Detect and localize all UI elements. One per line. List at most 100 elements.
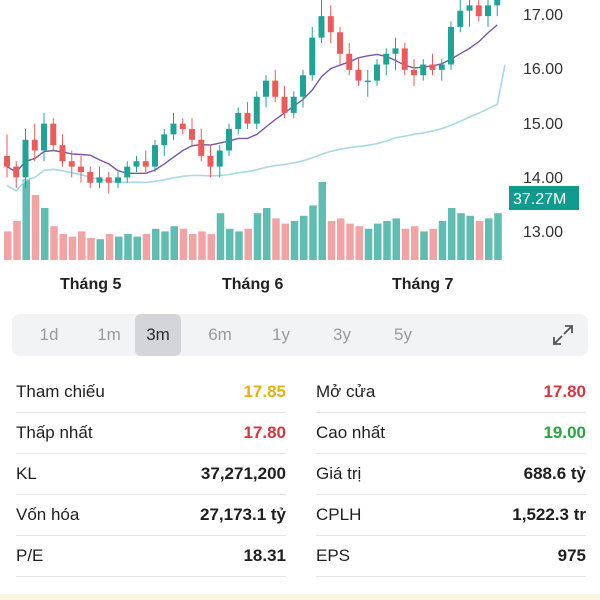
candle-body [263,80,269,97]
stat-value: 1,522.3 tr [512,505,586,524]
volume-bar [401,228,410,260]
stat-label: KL [16,464,37,483]
candle-body [235,112,242,129]
volume-bar [438,221,447,260]
price-tick: 15.00 [523,116,563,133]
stat-value: 975 [557,546,586,565]
candle-body [290,96,297,113]
candle-body [327,16,334,33]
candle-body [383,53,390,65]
candle-body [318,16,325,38]
candle-body [198,139,205,156]
candle-body [374,64,380,81]
volume-bar [105,234,114,260]
candle-body [429,64,436,70]
divider [316,453,586,454]
volume-bars [4,179,502,260]
candle-body [253,96,260,124]
divider [316,576,586,577]
candle-body [115,177,121,183]
tab-3m[interactable]: 3m [135,314,181,356]
price-chart[interactable]: 17.00 16.00 15.00 14.00 13.00 37.27M Thá… [0,0,600,300]
candle-body [281,96,288,113]
stat-label: Mở cửa [316,382,376,401]
candle-body [244,112,251,124]
candle-body [485,5,491,17]
candle-body [78,166,84,172]
timeframe-tabs: 1d 1m 3m 6m 1y 3y 5y [12,314,588,356]
volume-bar [142,234,151,260]
divider [16,576,286,577]
volume-bar [87,237,95,260]
volume-bar [346,223,354,260]
stat-open: Mở cửa 17.80 [316,371,586,412]
volume-bar [68,236,77,260]
volume-bar [364,228,373,260]
candle-body [179,123,186,129]
volume-bar [124,234,132,260]
volume-bar [466,215,474,260]
volume-bar [22,179,30,260]
month-label: Tháng 5 [60,276,121,293]
tab-5y[interactable]: 5y [394,325,412,344]
ma-short-line [6,24,498,174]
stat-shares-outstanding: CPLH 1,522.3 tr [316,494,586,535]
volume-bar [244,228,252,260]
stat-value: 37,271,200 [200,464,286,483]
volume-bar [429,228,437,260]
tab-6m[interactable]: 6m [208,325,232,344]
volume-bar [355,226,363,260]
candle-body [401,48,408,70]
volume-bar [290,221,299,260]
candle-body [448,26,454,65]
candle-body [216,150,223,167]
candle-body [68,161,75,167]
stat-value: 688.6 tỷ [523,464,586,483]
price-tick: 14.00 [523,170,563,187]
volume-bar [448,208,456,260]
stat-value: 17.80 [243,423,286,442]
candlesticks [4,0,501,194]
candle-body [189,129,195,140]
volume-badge-text: 37.27M [513,191,566,208]
stat-value: 18.31 [243,546,286,565]
volume-bar [13,221,21,260]
candle-body [420,64,427,76]
stat-market-cap: Vốn hóa 27,173.1 tỷ [16,494,286,535]
candle-body [124,166,131,178]
stat-value: 27,173.1 tỷ [199,505,286,524]
stat-low: Thấp nhất 17.80 [16,412,286,453]
candle-body [355,69,362,81]
divider [16,535,286,536]
bottom-banner-edge [0,594,600,600]
volume-badge: 37.27M [509,186,579,210]
volume-bar [179,228,188,260]
stat-value: 19.00 [543,423,586,442]
stat-label: Tham chiếu [16,382,105,401]
candle-body [161,134,168,146]
candle-body [41,123,47,151]
tab-1m[interactable]: 1m [97,325,121,344]
volume-bar [235,231,243,260]
expand-icon[interactable] [550,322,576,348]
divider [316,494,586,495]
price-axis: 17.00 16.00 15.00 14.00 13.00 [523,7,563,241]
stat-label: CPLH [316,505,362,524]
divider [316,412,586,413]
volume-bar [253,213,262,260]
tab-1y[interactable]: 1y [272,325,290,344]
price-tick: 17.00 [523,7,563,24]
volume-bar [152,228,160,260]
candle-body [105,177,112,183]
divider [316,535,586,536]
stat-label: P/E [16,546,44,565]
volume-bar [216,213,225,260]
tab-1d[interactable]: 1d [39,325,59,344]
volume-bar [207,234,215,260]
candle-body [300,75,306,97]
candle-body [133,161,140,167]
candle-body [170,123,177,135]
tab-3y[interactable]: 3y [333,325,351,344]
candle-body [59,145,66,162]
candle-body [142,161,149,167]
